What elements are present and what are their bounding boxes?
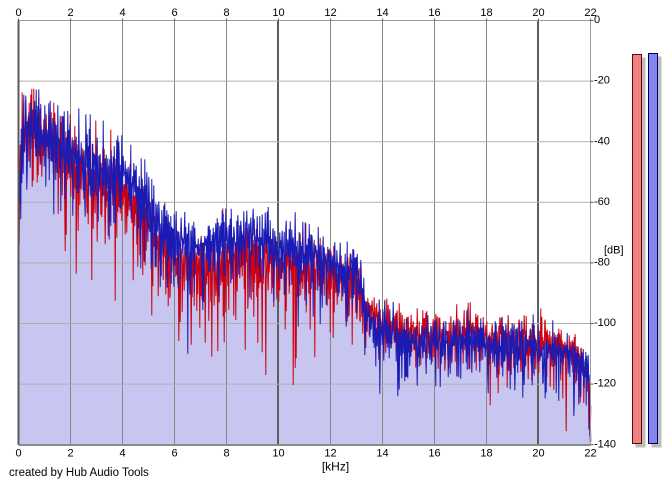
svg-text:4: 4 (119, 7, 125, 19)
svg-text:0: 0 (15, 448, 21, 460)
svg-text:-120: -120 (594, 378, 616, 390)
svg-text:12: 12 (324, 7, 336, 19)
svg-text:16: 16 (428, 448, 440, 460)
svg-text:-140: -140 (594, 438, 616, 450)
svg-text:2: 2 (67, 7, 73, 19)
svg-text:14: 14 (376, 7, 388, 19)
svg-text:20: 20 (532, 448, 544, 460)
svg-text:4: 4 (119, 448, 125, 460)
svg-text:22: 22 (584, 7, 596, 19)
svg-text:20: 20 (532, 7, 544, 19)
svg-text:created by Hub Audio Tools: created by Hub Audio Tools (9, 467, 149, 479)
svg-text:8: 8 (223, 448, 229, 460)
svg-text:-80: -80 (594, 257, 610, 269)
svg-text:6: 6 (171, 7, 177, 19)
svg-text:22: 22 (584, 448, 596, 460)
svg-text:12: 12 (324, 448, 336, 460)
svg-text:[dB]: [dB] (604, 245, 624, 257)
svg-text:18: 18 (480, 448, 492, 460)
svg-text:-100: -100 (594, 317, 616, 329)
svg-text:10: 10 (272, 448, 284, 460)
svg-text:-20: -20 (594, 75, 610, 87)
svg-text:16: 16 (428, 7, 440, 19)
svg-text:-60: -60 (594, 196, 610, 208)
svg-text:18: 18 (480, 7, 492, 19)
svg-text:2: 2 (67, 448, 73, 460)
svg-text:6: 6 (171, 448, 177, 460)
svg-text:8: 8 (223, 7, 229, 19)
svg-text:0: 0 (594, 14, 600, 26)
svg-text:[kHz]: [kHz] (322, 460, 349, 474)
svg-text:14: 14 (376, 448, 388, 460)
svg-text:0: 0 (15, 7, 21, 19)
svg-text:-40: -40 (594, 135, 610, 147)
svg-text:10: 10 (272, 7, 284, 19)
